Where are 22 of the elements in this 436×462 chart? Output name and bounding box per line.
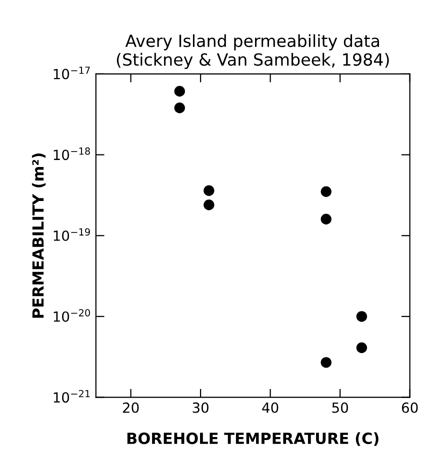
- y-tick-label: 10$^{−21}$: [54, 390, 90, 403]
- x-tick-label: 20: [122, 402, 139, 413]
- point: [356, 311, 368, 322]
- x-axis-title: BOREHOLE TEMPERATURE (C): [127, 432, 378, 446]
- y-tick-label: 10$^{−17}$: [54, 66, 90, 80]
- point: [356, 342, 368, 354]
- point: [204, 185, 214, 196]
- y-axis-title: PERMEABILITY (m²): [32, 153, 46, 318]
- point: [174, 102, 185, 114]
- point: [174, 86, 185, 97]
- y-tick-label: 10$^{−19}$: [54, 228, 90, 241]
- x-tick-label: 50: [332, 402, 348, 413]
- x-tick-label: 30: [192, 402, 208, 413]
- point: [320, 186, 332, 197]
- point: [320, 357, 332, 368]
- point: [204, 200, 214, 210]
- point: [320, 214, 332, 224]
- chart-title: Avery Island permeability data (Stickney & Van Sambeek, 1984): [116, 34, 389, 70]
- x-tick-label: 40: [262, 402, 278, 413]
- y-tick-label: 10$^{−20}$: [54, 309, 90, 322]
- x-tick-label: 60: [402, 402, 418, 413]
- y-tick-label: 10$^{−18}$: [54, 147, 90, 160]
